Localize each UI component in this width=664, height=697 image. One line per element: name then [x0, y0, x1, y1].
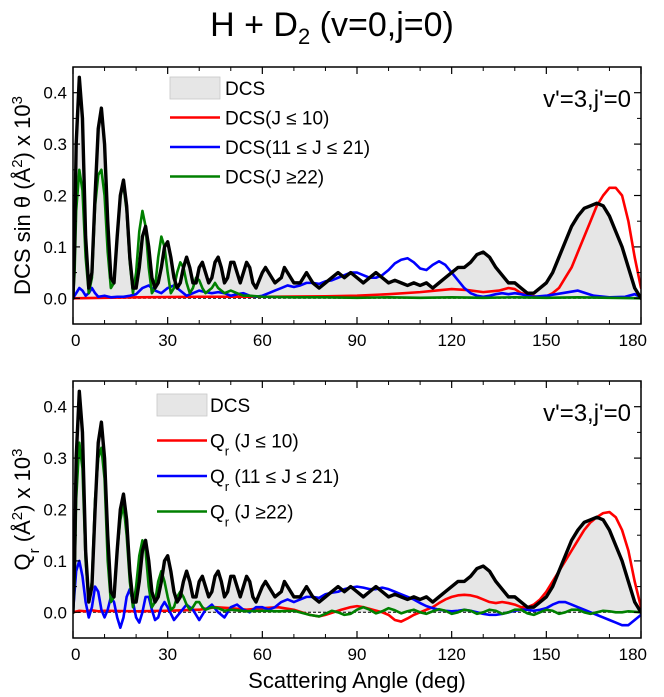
bottom-series-layer	[73, 389, 641, 630]
top-y-tick-label-2: 0.2	[43, 187, 67, 206]
top-ylabel-sup2: 3	[9, 96, 26, 104]
bottom-y-tick-label-0: 0.0	[43, 603, 67, 622]
top-x-tick-label-3: 90	[348, 331, 367, 350]
top-legend-label-0: DCS	[225, 79, 265, 100]
bottom-ylabel-pre: Q	[10, 553, 35, 570]
bottom-x-axis-label: Scattering Angle (deg)	[248, 668, 466, 693]
top-series-layer	[73, 75, 641, 300]
bottom-y-tick-label-1: 0.1	[43, 552, 67, 571]
bottom-x-tick-label-3: 90	[348, 645, 367, 664]
bottom-legend-label-2: Qr (11 ≤ J ≤ 21)	[210, 467, 339, 494]
top-y-tick-label-0: 0.0	[43, 289, 67, 308]
bottom-y-tick-label-4: 0.4	[43, 398, 67, 417]
bottom-x-tick-label-1: 30	[158, 645, 177, 664]
top-panel: 0 30 60 90 120 150 180 0.0 0.1 0.2 0.3 0.4 DCS sin θ…	[9, 66, 647, 350]
top-legend: DCS DCS(J ≤ 10) DCS(11 ≤ J ≤ 21) DCS(J ≥22)	[169, 76, 370, 189]
bottom-legend-post-1: (J ≤ 10)	[229, 432, 299, 453]
bottom-legend-label-3: Qr (J ≥22)	[210, 503, 293, 530]
top-series-line-3	[73, 168, 641, 300]
bottom-y-tick-label-2: 0.2	[43, 501, 67, 520]
bottom-legend-sub-2: r	[225, 479, 230, 494]
top-series-line-0	[73, 75, 641, 300]
bottom-legend-label-1: Qr (J ≤ 10)	[210, 432, 299, 459]
top-legend-label-1: DCS(J ≤ 10)	[225, 109, 329, 130]
bottom-y-tick-label-3: 0.3	[43, 449, 67, 468]
top-x-tick-label-4: 120	[437, 331, 465, 350]
top-ylabel-post: ) x 10	[10, 104, 35, 159]
bottom-ylabel-mid: (Å	[10, 520, 35, 548]
top-y-tick-label-1: 0.1	[43, 238, 67, 257]
top-y-tick-label-3: 0.3	[43, 135, 67, 154]
bottom-legend-pre-3: Q	[210, 503, 225, 524]
top-ylabel-sup1: 2	[9, 159, 26, 167]
bottom-ylabel-sub: r	[26, 548, 43, 553]
figure-title-pre: H + D	[210, 6, 298, 44]
bottom-y-axis-label: Qr (Å2) x 103	[9, 449, 43, 571]
bottom-legend-label-0: DCS	[210, 396, 250, 417]
top-state-annotation: v'=3,j'=0	[543, 86, 631, 113]
top-legend-swatch-0	[169, 76, 221, 100]
top-x-tick-label-2: 60	[253, 331, 272, 350]
bottom-legend-pre-2: Q	[210, 467, 225, 488]
top-y-tick-label-4: 0.4	[43, 84, 67, 103]
bottom-series-line-0	[73, 389, 641, 614]
bottom-x-tick-label-2: 60	[253, 645, 272, 664]
figure-title: H + D2 (v=0,j=0)	[0, 6, 664, 50]
bottom-ylabel-sup1: 2	[9, 512, 26, 520]
figure-title-post: (v=0,j=0)	[310, 6, 454, 44]
top-x-tick-label-0: 0	[71, 331, 80, 350]
top-x-tick-label-1: 30	[158, 331, 177, 350]
bottom-x-tick-label-5: 150	[532, 645, 560, 664]
bottom-legend-swatch-0	[156, 393, 208, 417]
bottom-legend-sub-3: r	[225, 514, 230, 529]
figure-title-sub: 2	[297, 23, 311, 49]
bottom-state-annotation: v'=3,j'=0	[543, 400, 631, 427]
bottom-legend-post-3: (J ≥22)	[229, 503, 293, 524]
top-x-tick-label-6: 180	[619, 331, 647, 350]
bottom-ylabel-sup2: 3	[9, 449, 26, 457]
top-ylabel-pre: DCS sin θ (Å	[10, 167, 35, 294]
bottom-legend-sub-1: r	[225, 443, 230, 458]
bottom-legend-post-2: (11 ≤ J ≤ 21)	[229, 467, 339, 488]
bottom-panel: 0 30 60 90 120 150 180 0.0 0.1 0.2 0.3 0.4 Qr (Å2) x…	[9, 380, 647, 693]
bottom-x-tick-label-4: 120	[437, 645, 465, 664]
bottom-legend-pre-1: Q	[210, 432, 225, 453]
bottom-series-line-2	[73, 559, 641, 630]
top-x-tick-label-5: 150	[532, 331, 560, 350]
top-dcs-area	[73, 77, 641, 299]
bottom-legend-pre-0: DCS	[210, 396, 250, 417]
bottom-x-tick-label-6: 180	[619, 645, 647, 664]
top-legend-label-3: DCS(J ≥22)	[225, 168, 324, 189]
top-legend-label-2: DCS(11 ≤ J ≤ 21)	[225, 138, 370, 159]
top-y-axis-label: DCS sin θ (Å2) x 103	[9, 96, 36, 295]
bottom-ylabel-post: ) x 10	[10, 457, 35, 512]
bottom-x-tick-label-0: 0	[71, 645, 80, 664]
